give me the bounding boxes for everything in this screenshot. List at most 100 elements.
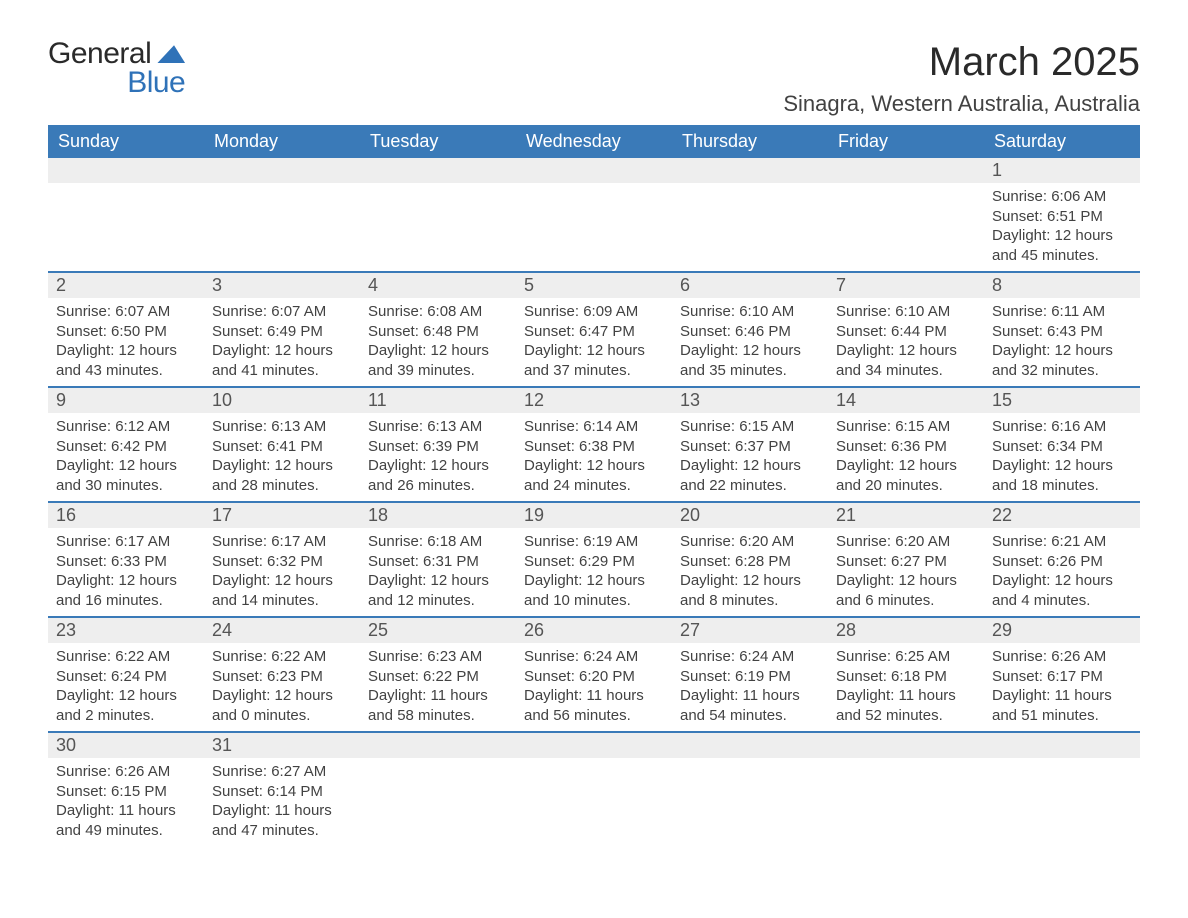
sunset-line: Sunset: 6:38 PM: [524, 437, 664, 457]
sunrise-line: Sunrise: 6:21 AM: [992, 532, 1132, 552]
calendar-cell: 24Sunrise: 6:22 AMSunset: 6:23 PMDayligh…: [204, 617, 360, 732]
sunset-line: Sunset: 6:29 PM: [524, 552, 664, 572]
calendar-cell: 30Sunrise: 6:26 AMSunset: 6:15 PMDayligh…: [48, 732, 204, 846]
title-block: March 2025 Sinagra, Western Australia, A…: [783, 40, 1140, 117]
sunrise-line: Sunrise: 6:11 AM: [992, 302, 1132, 322]
calendar-cell: 19Sunrise: 6:19 AMSunset: 6:29 PMDayligh…: [516, 502, 672, 617]
day-body: Sunrise: 6:17 AMSunset: 6:32 PMDaylight:…: [204, 528, 360, 616]
sunrise-line: Sunrise: 6:14 AM: [524, 417, 664, 437]
calendar-cell: 9Sunrise: 6:12 AMSunset: 6:42 PMDaylight…: [48, 387, 204, 502]
day-number: 8: [984, 273, 1140, 298]
sunset-line: Sunset: 6:41 PM: [212, 437, 352, 457]
day-number: 21: [828, 503, 984, 528]
daylight-line: Daylight: 12 hours and 43 minutes.: [56, 341, 196, 380]
sunset-line: Sunset: 6:46 PM: [680, 322, 820, 342]
sunrise-line: Sunrise: 6:23 AM: [368, 647, 508, 667]
day-number: 30: [48, 733, 204, 758]
day-body: Sunrise: 6:26 AMSunset: 6:15 PMDaylight:…: [48, 758, 204, 846]
daylight-line: Daylight: 12 hours and 30 minutes.: [56, 456, 196, 495]
calendar-cell: [984, 732, 1140, 846]
calendar-cell: [672, 732, 828, 846]
day-number: 4: [360, 273, 516, 298]
sunset-line: Sunset: 6:31 PM: [368, 552, 508, 572]
daylight-line: Daylight: 12 hours and 34 minutes.: [836, 341, 976, 380]
sunset-line: Sunset: 6:15 PM: [56, 782, 196, 802]
sunrise-line: Sunrise: 6:13 AM: [212, 417, 352, 437]
calendar-cell: 10Sunrise: 6:13 AMSunset: 6:41 PMDayligh…: [204, 387, 360, 502]
calendar-cell: 4Sunrise: 6:08 AMSunset: 6:48 PMDaylight…: [360, 272, 516, 387]
calendar-cell: 21Sunrise: 6:20 AMSunset: 6:27 PMDayligh…: [828, 502, 984, 617]
sunrise-line: Sunrise: 6:20 AM: [680, 532, 820, 552]
daylight-line: Daylight: 12 hours and 26 minutes.: [368, 456, 508, 495]
day-body: Sunrise: 6:19 AMSunset: 6:29 PMDaylight:…: [516, 528, 672, 616]
sunrise-line: Sunrise: 6:24 AM: [524, 647, 664, 667]
daylight-line: Daylight: 12 hours and 41 minutes.: [212, 341, 352, 380]
day-number: 6: [672, 273, 828, 298]
daylight-line: Daylight: 11 hours and 49 minutes.: [56, 801, 196, 840]
calendar-cell: [48, 158, 204, 272]
day-body: Sunrise: 6:22 AMSunset: 6:23 PMDaylight:…: [204, 643, 360, 731]
day-body: Sunrise: 6:14 AMSunset: 6:38 PMDaylight:…: [516, 413, 672, 501]
weekday-header: Wednesday: [516, 125, 672, 158]
weekday-header: Tuesday: [360, 125, 516, 158]
day-number: 2: [48, 273, 204, 298]
day-number: 16: [48, 503, 204, 528]
day-number: 14: [828, 388, 984, 413]
daylight-line: Daylight: 11 hours and 54 minutes.: [680, 686, 820, 725]
month-title: March 2025: [783, 40, 1140, 85]
calendar-cell: [828, 732, 984, 846]
day-number: 27: [672, 618, 828, 643]
day-body: Sunrise: 6:18 AMSunset: 6:31 PMDaylight:…: [360, 528, 516, 616]
calendar-cell: 14Sunrise: 6:15 AMSunset: 6:36 PMDayligh…: [828, 387, 984, 502]
day-number: 3: [204, 273, 360, 298]
calendar-cell: 8Sunrise: 6:11 AMSunset: 6:43 PMDaylight…: [984, 272, 1140, 387]
daylight-line: Daylight: 11 hours and 47 minutes.: [212, 801, 352, 840]
sunset-line: Sunset: 6:49 PM: [212, 322, 352, 342]
sunrise-line: Sunrise: 6:27 AM: [212, 762, 352, 782]
day-body: Sunrise: 6:26 AMSunset: 6:17 PMDaylight:…: [984, 643, 1140, 731]
sunrise-line: Sunrise: 6:07 AM: [212, 302, 352, 322]
weekday-header: Sunday: [48, 125, 204, 158]
day-number: 13: [672, 388, 828, 413]
sunset-line: Sunset: 6:44 PM: [836, 322, 976, 342]
calendar-cell: 5Sunrise: 6:09 AMSunset: 6:47 PMDaylight…: [516, 272, 672, 387]
day-number: 26: [516, 618, 672, 643]
day-number: 24: [204, 618, 360, 643]
daylight-line: Daylight: 12 hours and 35 minutes.: [680, 341, 820, 380]
day-body: Sunrise: 6:07 AMSunset: 6:49 PMDaylight:…: [204, 298, 360, 386]
sunrise-line: Sunrise: 6:24 AM: [680, 647, 820, 667]
daylight-line: Daylight: 11 hours and 52 minutes.: [836, 686, 976, 725]
day-body: Sunrise: 6:16 AMSunset: 6:34 PMDaylight:…: [984, 413, 1140, 501]
sunset-line: Sunset: 6:32 PM: [212, 552, 352, 572]
day-number: [516, 733, 672, 758]
brand-line1: General: [48, 40, 151, 69]
sunrise-line: Sunrise: 6:26 AM: [992, 647, 1132, 667]
sunset-line: Sunset: 6:23 PM: [212, 667, 352, 687]
day-number: 9: [48, 388, 204, 413]
calendar-cell: 31Sunrise: 6:27 AMSunset: 6:14 PMDayligh…: [204, 732, 360, 846]
day-number: 23: [48, 618, 204, 643]
sunrise-line: Sunrise: 6:12 AM: [56, 417, 196, 437]
day-number: 20: [672, 503, 828, 528]
calendar-cell: [516, 732, 672, 846]
sunrise-line: Sunrise: 6:25 AM: [836, 647, 976, 667]
calendar-cell: [672, 158, 828, 272]
day-number: [672, 733, 828, 758]
calendar-cell: [828, 158, 984, 272]
calendar-header-row: SundayMondayTuesdayWednesdayThursdayFrid…: [48, 125, 1140, 158]
calendar-cell: 25Sunrise: 6:23 AMSunset: 6:22 PMDayligh…: [360, 617, 516, 732]
day-body: Sunrise: 6:12 AMSunset: 6:42 PMDaylight:…: [48, 413, 204, 501]
sunset-line: Sunset: 6:27 PM: [836, 552, 976, 572]
day-body: Sunrise: 6:27 AMSunset: 6:14 PMDaylight:…: [204, 758, 360, 846]
day-number: 29: [984, 618, 1140, 643]
sunrise-line: Sunrise: 6:22 AM: [56, 647, 196, 667]
sunrise-line: Sunrise: 6:15 AM: [836, 417, 976, 437]
header: General Blue March 2025 Sinagra, Western…: [48, 40, 1140, 117]
brand-line2: Blue: [48, 69, 185, 98]
daylight-line: Daylight: 11 hours and 58 minutes.: [368, 686, 508, 725]
day-number: [516, 158, 672, 183]
day-number: 11: [360, 388, 516, 413]
day-body: Sunrise: 6:09 AMSunset: 6:47 PMDaylight:…: [516, 298, 672, 386]
calendar-cell: [516, 158, 672, 272]
day-number: [828, 733, 984, 758]
